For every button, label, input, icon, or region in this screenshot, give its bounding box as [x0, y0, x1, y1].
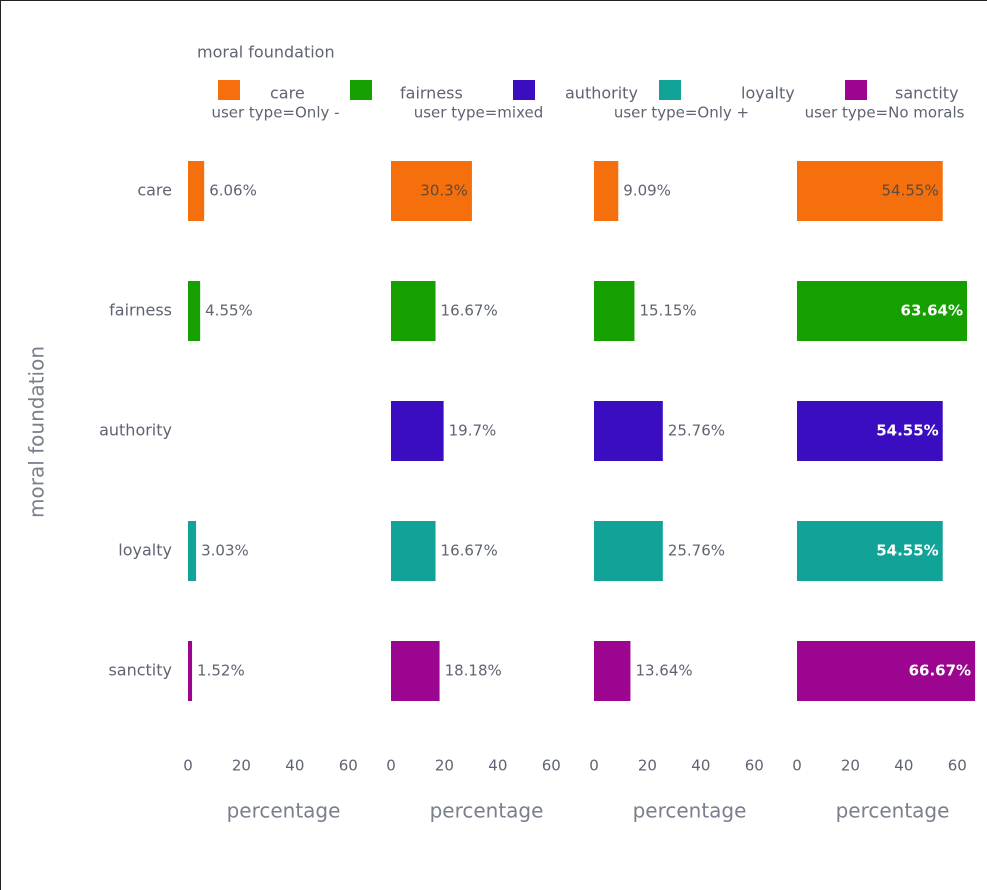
legend-swatch: [350, 80, 372, 100]
x-tick-label: 0: [386, 757, 396, 775]
legend-label: authority: [565, 84, 638, 103]
facet-title: user type=No morals: [805, 104, 965, 122]
x-tick-label: 20: [841, 757, 860, 775]
value-label: 3.03%: [201, 542, 249, 560]
value-label: 1.52%: [197, 662, 245, 680]
x-tick-label: 20: [232, 757, 251, 775]
x-tick-label: 0: [792, 757, 802, 775]
bar: [188, 161, 205, 221]
value-label: 19.7%: [449, 422, 497, 440]
value-label: 15.15%: [639, 302, 696, 320]
bar: [188, 281, 201, 341]
legend-swatch: [513, 80, 535, 100]
x-tick-label: 20: [638, 757, 657, 775]
bar: [797, 161, 943, 221]
bar: [797, 281, 968, 341]
bar: [391, 521, 436, 581]
bar: [391, 281, 436, 341]
value-label: 13.64%: [635, 662, 692, 680]
x-tick-label: 60: [948, 757, 967, 775]
facet-title: user type=Only -: [211, 104, 339, 122]
value-label: 18.18%: [445, 662, 502, 680]
bar: [391, 641, 440, 701]
x-axis-title: percentage: [227, 799, 341, 823]
value-label: 63.64%: [901, 302, 963, 320]
bar: [594, 281, 635, 341]
x-tick-label: 60: [339, 757, 358, 775]
y-tick-label: loyalty: [118, 541, 172, 560]
x-tick-label: 40: [285, 757, 304, 775]
value-label: 54.55%: [882, 182, 939, 200]
legend-title: moral foundation: [197, 43, 335, 62]
legend-label: fairness: [400, 84, 463, 103]
bar: [797, 641, 976, 701]
facet-title: user type=Only +: [614, 104, 749, 122]
y-tick-label: authority: [99, 421, 172, 440]
bar: [594, 641, 631, 701]
value-label: 16.67%: [441, 302, 498, 320]
x-axis-title: percentage: [836, 799, 950, 823]
value-label: 6.06%: [209, 182, 257, 200]
value-label: 66.67%: [909, 662, 971, 680]
bar: [188, 521, 197, 581]
bar: [594, 401, 663, 461]
legend-label: care: [270, 84, 305, 103]
bar: [188, 641, 193, 701]
x-axis-title: percentage: [430, 799, 544, 823]
value-label: 25.76%: [668, 422, 725, 440]
legend-swatch: [659, 80, 681, 100]
legend-label: sanctity: [895, 84, 959, 103]
value-label: 54.55%: [876, 422, 938, 440]
x-tick-label: 20: [435, 757, 454, 775]
legend-swatch: [218, 80, 240, 100]
x-tick-label: 0: [589, 757, 599, 775]
x-tick-label: 40: [691, 757, 710, 775]
bar: [797, 521, 943, 581]
bar: [594, 521, 663, 581]
bar: [391, 401, 444, 461]
y-tick-label: fairness: [109, 301, 172, 320]
legend-swatch: [845, 80, 867, 100]
y-axis-title: moral foundation: [25, 346, 49, 518]
x-tick-label: 60: [542, 757, 561, 775]
value-label: 54.55%: [876, 542, 938, 560]
bar: [594, 161, 619, 221]
x-tick-label: 0: [183, 757, 193, 775]
y-tick-label: care: [137, 181, 172, 200]
bar: [797, 401, 943, 461]
x-tick-label: 40: [488, 757, 507, 775]
value-label: 30.3%: [420, 182, 468, 200]
value-label: 16.67%: [441, 542, 498, 560]
bar: [391, 161, 472, 221]
x-tick-label: 60: [745, 757, 764, 775]
value-label: 25.76%: [668, 542, 725, 560]
legend-label: loyalty: [741, 84, 795, 103]
value-label: 4.55%: [205, 302, 253, 320]
x-tick-label: 40: [894, 757, 913, 775]
x-axis-title: percentage: [633, 799, 747, 823]
value-label: 9.09%: [623, 182, 671, 200]
y-tick-label: sanctity: [108, 661, 172, 680]
facet-title: user type=mixed: [414, 104, 544, 122]
